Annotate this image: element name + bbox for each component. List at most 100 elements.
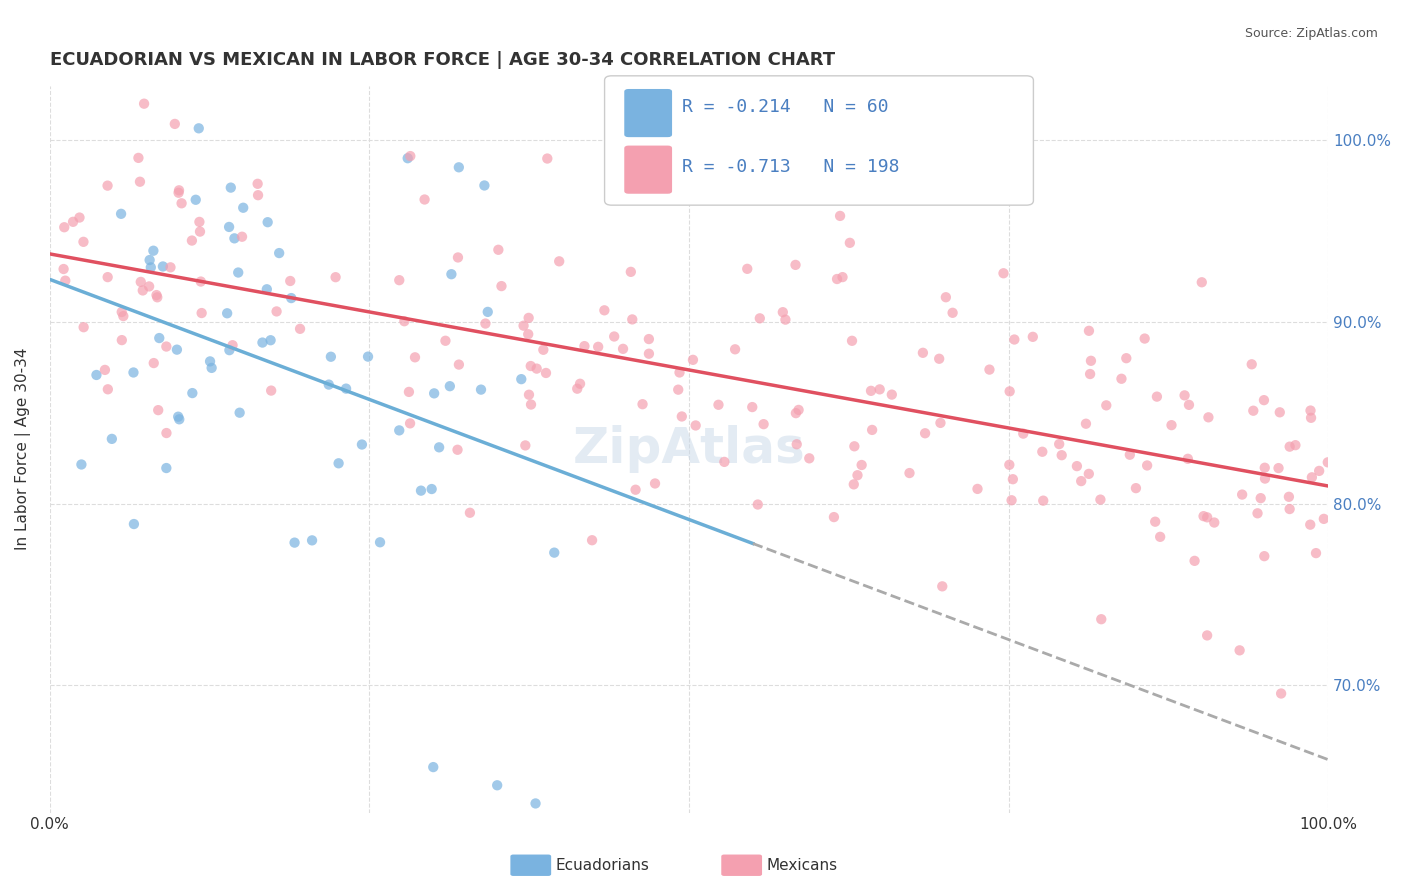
Text: Mexicans: Mexicans: [766, 858, 838, 872]
Point: [169, 412, 191, 426]
Point: [52, 262, 75, 277]
Point: [1160, 418, 1182, 433]
Point: [880, 387, 903, 401]
Point: [1115, 351, 1137, 366]
FancyBboxPatch shape: [605, 76, 1033, 205]
Point: [477, 305, 499, 319]
Point: [398, 384, 420, 399]
Point: [1313, 512, 1336, 526]
Point: [1070, 474, 1092, 488]
Point: [148, 331, 170, 345]
Point: [413, 193, 436, 207]
Point: [409, 483, 432, 498]
Point: [138, 279, 160, 293]
Point: [145, 288, 167, 302]
Point: [1241, 403, 1264, 417]
Point: [1078, 367, 1101, 381]
Point: [859, 384, 882, 398]
Point: [785, 258, 807, 272]
Point: [187, 121, 209, 136]
Point: [280, 291, 302, 305]
Point: [838, 235, 860, 250]
Point: [998, 384, 1021, 399]
Point: [228, 406, 250, 420]
Point: [1149, 530, 1171, 544]
Point: [388, 423, 411, 437]
Point: [458, 506, 481, 520]
Point: [828, 209, 851, 223]
Point: [269, 246, 291, 260]
Point: [1254, 472, 1277, 486]
Point: [1191, 275, 1213, 289]
Point: [219, 180, 242, 194]
Point: [447, 358, 470, 372]
Point: [1002, 333, 1025, 347]
Point: [422, 760, 444, 774]
Point: [146, 290, 169, 304]
Point: [350, 437, 373, 451]
Text: R = -0.214   N = 60: R = -0.214 N = 60: [682, 98, 889, 116]
Point: [1000, 493, 1022, 508]
Point: [190, 275, 212, 289]
Point: [132, 96, 155, 111]
Point: [217, 306, 239, 320]
Point: [388, 273, 411, 287]
Point: [72, 320, 94, 334]
Point: [246, 177, 269, 191]
Point: [1012, 426, 1035, 441]
Point: [188, 225, 211, 239]
Point: [1305, 546, 1327, 560]
Point: [1144, 515, 1167, 529]
Point: [1301, 470, 1323, 484]
Point: [72, 235, 94, 249]
Point: [1080, 353, 1102, 368]
Point: [1177, 451, 1199, 466]
Point: [993, 266, 1015, 280]
Point: [1077, 467, 1099, 481]
Point: [1284, 438, 1306, 452]
Point: [1268, 405, 1291, 419]
Point: [266, 304, 288, 318]
Point: [536, 152, 558, 166]
Point: [1270, 686, 1292, 700]
Point: [139, 260, 162, 275]
Point: [638, 332, 661, 346]
Point: [548, 254, 571, 268]
Point: [1299, 410, 1322, 425]
Point: [748, 311, 770, 326]
Point: [671, 409, 693, 424]
Point: [122, 516, 145, 531]
Point: [1299, 517, 1322, 532]
Point: [567, 382, 589, 396]
Point: [110, 207, 132, 221]
Point: [486, 243, 509, 257]
Point: [86, 368, 108, 382]
Point: [741, 400, 763, 414]
Point: [1250, 491, 1272, 505]
Point: [394, 314, 416, 328]
Point: [842, 477, 865, 491]
Point: [97, 382, 120, 396]
Point: [256, 282, 278, 296]
Point: [1253, 393, 1275, 408]
Point: [335, 382, 357, 396]
Point: [707, 398, 730, 412]
Point: [439, 379, 461, 393]
Point: [318, 377, 340, 392]
Y-axis label: In Labor Force | Age 30-34: In Labor Force | Age 30-34: [15, 348, 31, 550]
Point: [260, 384, 283, 398]
Point: [1095, 398, 1118, 412]
Point: [259, 333, 281, 347]
Point: [1178, 398, 1201, 412]
Point: [69, 211, 91, 225]
Point: [519, 359, 541, 373]
Point: [218, 219, 240, 234]
FancyBboxPatch shape: [624, 145, 672, 194]
Point: [357, 350, 380, 364]
Point: [447, 161, 470, 175]
Text: ECUADORIAN VS MEXICAN IN LABOR FORCE | AGE 30-34 CORRELATION CHART: ECUADORIAN VS MEXICAN IN LABOR FORCE | A…: [49, 51, 835, 69]
Point: [1136, 458, 1159, 473]
Point: [1278, 490, 1301, 504]
Point: [581, 533, 603, 548]
Point: [787, 403, 810, 417]
